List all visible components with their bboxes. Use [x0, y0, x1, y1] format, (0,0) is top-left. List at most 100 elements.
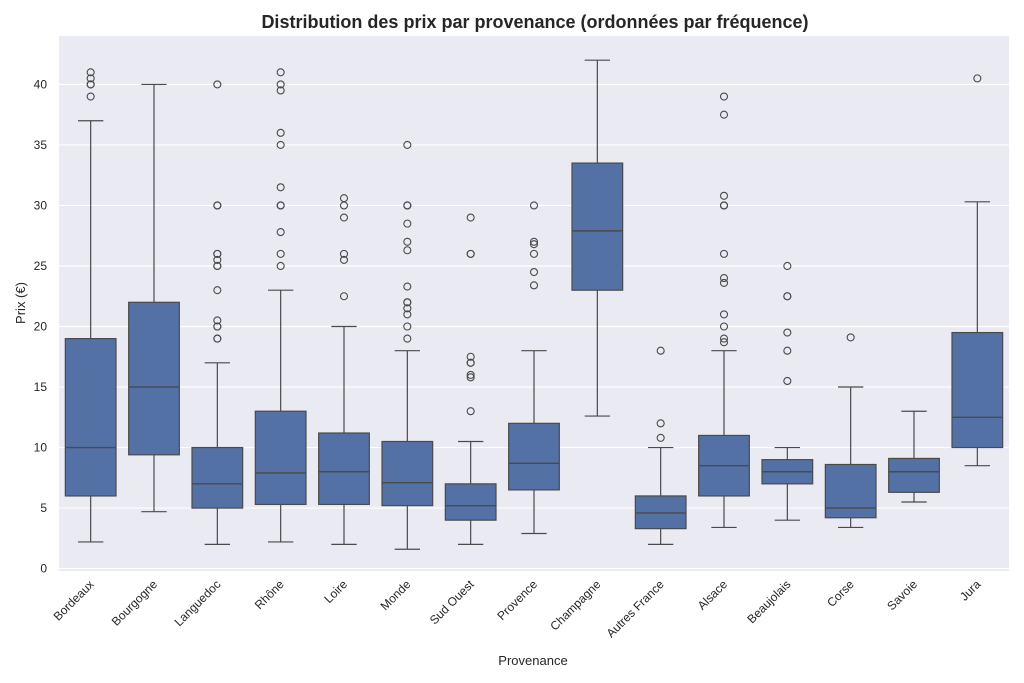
outlier-point [719, 338, 729, 347]
outlier-point [213, 80, 222, 89]
outlier-point [403, 201, 412, 210]
outlier-point [403, 304, 412, 313]
x-axis-label: Provenance [498, 653, 567, 668]
x-tick-label: Monde [378, 577, 414, 613]
iqr-box [571, 162, 624, 291]
iqr-box [191, 446, 244, 509]
outlier-point [213, 316, 222, 325]
outlier-point [339, 194, 349, 203]
x-tick-label: Alsace [695, 577, 731, 613]
x-tick-label: Sud Ouest [427, 577, 477, 627]
box-champagne [571, 59, 624, 417]
box-beaujolais [761, 261, 814, 521]
outlier-point [276, 128, 285, 137]
x-tick-label: Corse [824, 577, 857, 610]
outlier-point [403, 298, 412, 307]
outlier-point [403, 140, 412, 149]
outlier-point [719, 278, 729, 287]
outlier-point [213, 261, 222, 271]
y-axis-ticks: 0 5 10 15 20 25 30 35 40 [34, 77, 48, 575]
y-tick-label: 10 [34, 441, 48, 455]
outlier-point [719, 191, 729, 200]
iqr-box [381, 440, 434, 507]
outlier-point [213, 249, 222, 258]
box-autres-france [634, 346, 687, 545]
outlier-point [529, 249, 539, 258]
outlier-point [339, 292, 349, 301]
outlier-point [403, 334, 412, 343]
outlier-point [846, 333, 855, 342]
outlier-point [529, 201, 539, 210]
box-rhône [254, 68, 307, 543]
iqr-box [318, 432, 370, 506]
x-tick-label: Autres France [604, 577, 667, 640]
outlier-point [719, 249, 729, 258]
outlier-point [276, 68, 285, 77]
outlier-point [339, 255, 349, 264]
x-tick-label: Loire [321, 577, 350, 606]
box-corse [824, 333, 877, 529]
outlier-point [403, 219, 412, 228]
box-languedoc [191, 80, 244, 545]
outlier-point [86, 80, 95, 89]
iqr-box [951, 331, 1004, 449]
outlier-point [656, 433, 665, 442]
outlier-point [719, 274, 729, 283]
outlier-point [719, 92, 729, 101]
iqr-box [64, 338, 117, 497]
outlier-point [86, 92, 95, 101]
iqr-box [128, 301, 180, 456]
outlier-point [86, 74, 95, 83]
outlier-point [276, 261, 285, 271]
box-jura [951, 74, 1004, 467]
outlier-point [213, 201, 222, 210]
iqr-box [824, 463, 877, 519]
outlier-point [276, 249, 285, 258]
x-tick-label: Champagne [547, 577, 603, 633]
outlier-point [466, 213, 475, 222]
outlier-point [466, 407, 475, 416]
outlier-point [276, 86, 285, 95]
x-axis-ticks: Bordeaux Bourgogne Languedoc Rhône Loire Mond… [51, 577, 984, 641]
y-tick-label: 0 [40, 562, 47, 576]
y-tick-label: 30 [34, 198, 48, 212]
outlier-point [656, 346, 665, 355]
outlier-point [213, 286, 222, 295]
x-tick-label: Bourgogne [109, 577, 161, 629]
box-bordeaux [64, 68, 117, 543]
outlier-point [529, 237, 539, 246]
outlier-point [529, 281, 539, 290]
box-bourgogne [128, 83, 180, 513]
box-provence [508, 201, 560, 535]
box-savoie [888, 410, 940, 503]
outlier-point [403, 282, 412, 291]
outlier-point [466, 358, 475, 367]
x-tick-label: Provence [494, 577, 540, 623]
x-tick-label: Jura [957, 577, 984, 604]
x-tick-label: Rhône [252, 577, 287, 612]
outlier-point [403, 237, 412, 246]
x-tick-label: Savoie [884, 577, 920, 613]
outlier-point [719, 110, 729, 119]
outlier-point [213, 322, 222, 331]
outlier-point [466, 373, 475, 382]
outlier-point [339, 249, 349, 258]
y-tick-label: 25 [34, 259, 48, 273]
outlier-point [276, 201, 285, 210]
outlier-point [276, 80, 285, 89]
outlier-point [466, 370, 475, 379]
outlier-point [719, 310, 729, 319]
chart-title: Distribution des prix par provenance (or… [261, 12, 808, 32]
outlier-point [719, 334, 729, 343]
x-tick-label: Bordeaux [51, 577, 97, 623]
outlier-point [403, 310, 412, 319]
outlier-point [529, 267, 539, 277]
outlier-point [783, 328, 792, 337]
box-sud-ouest [444, 213, 497, 545]
outlier-point [403, 246, 412, 255]
outlier-point [973, 74, 982, 83]
x-tick-label: Languedoc [172, 577, 224, 629]
outlier-point [276, 228, 285, 237]
box-alsace [698, 92, 750, 529]
